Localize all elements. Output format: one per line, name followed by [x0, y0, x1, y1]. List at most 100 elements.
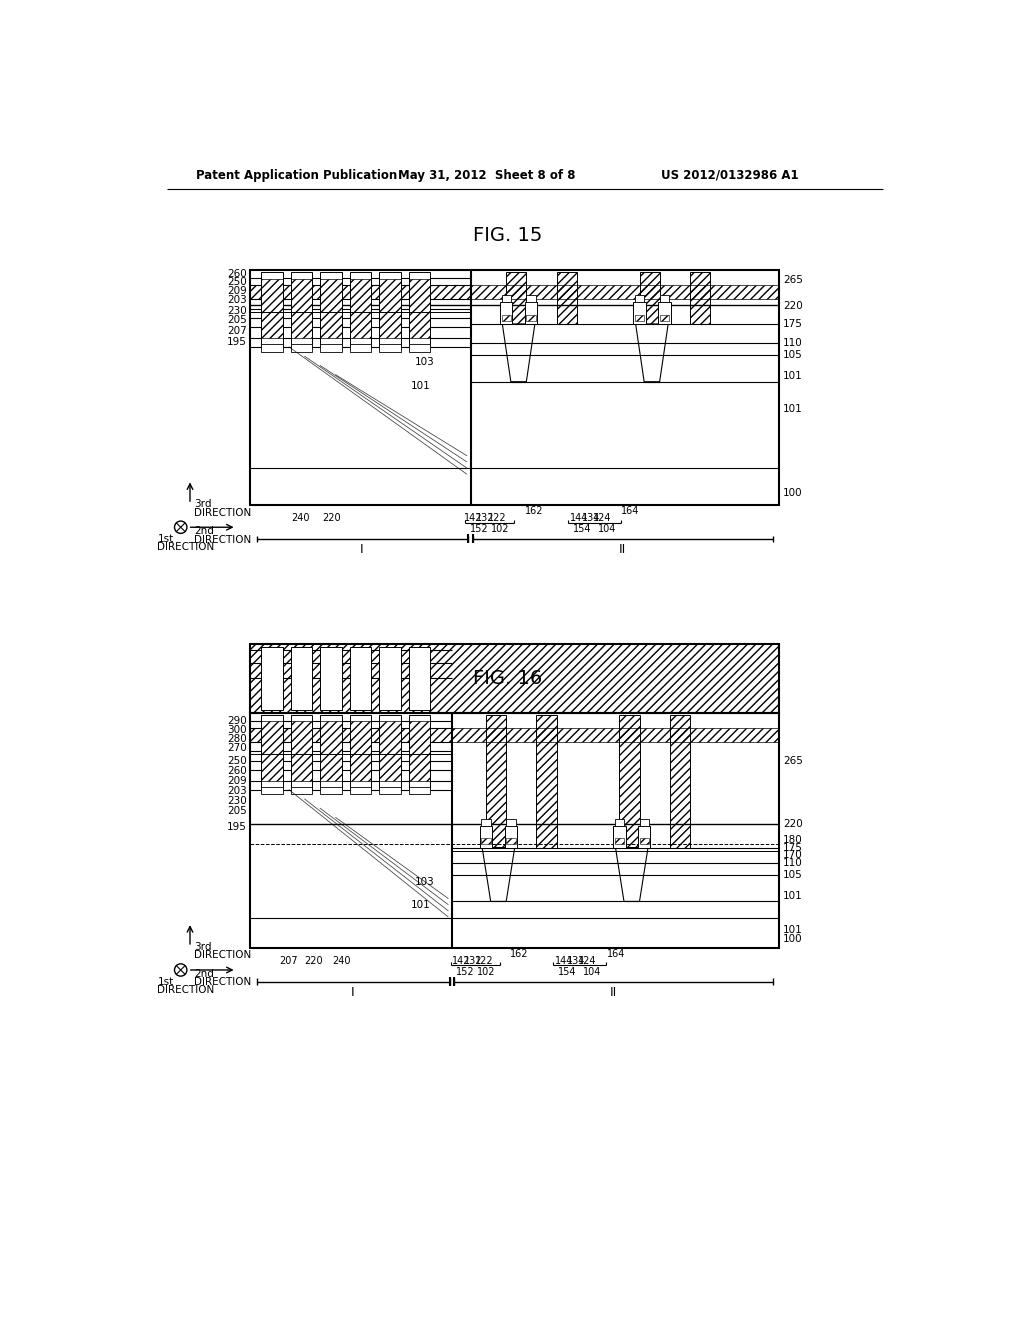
Text: 220: 220 [305, 956, 324, 966]
Bar [614, 818, 624, 826]
Bar [379, 721, 400, 780]
Text: 207: 207 [227, 326, 247, 335]
Text: 100: 100 [783, 935, 803, 944]
Bar [670, 715, 690, 847]
Text: 230: 230 [227, 306, 247, 315]
Bar [409, 787, 430, 795]
Text: 290: 290 [227, 715, 247, 726]
Text: I: I [360, 543, 364, 556]
Bar [480, 826, 493, 847]
Text: 3rd: 3rd [194, 942, 211, 952]
Bar [524, 302, 538, 323]
Bar [321, 715, 342, 789]
Text: 100: 100 [783, 487, 803, 498]
Text: 101: 101 [411, 900, 430, 911]
Text: 110: 110 [783, 858, 803, 869]
Bar [349, 345, 372, 351]
Text: 144: 144 [570, 513, 588, 523]
Bar [349, 272, 372, 347]
Bar [321, 345, 342, 351]
Bar [409, 272, 430, 347]
Bar [526, 296, 536, 302]
Bar [251, 285, 471, 300]
Bar [613, 826, 626, 847]
Bar [291, 345, 312, 351]
Bar [659, 314, 669, 321]
Text: 162: 162 [510, 949, 528, 958]
Text: 270: 270 [227, 743, 247, 754]
Text: May 31, 2012  Sheet 8 of 8: May 31, 2012 Sheet 8 of 8 [397, 169, 575, 182]
Text: 101: 101 [411, 380, 430, 391]
Bar [349, 721, 372, 780]
Bar [261, 647, 283, 710]
Text: 154: 154 [572, 524, 592, 533]
Text: 300: 300 [227, 725, 247, 735]
Text: 1st: 1st [158, 977, 174, 986]
Bar [261, 272, 283, 347]
Bar [409, 721, 430, 780]
Text: 122: 122 [487, 513, 506, 523]
Bar [261, 721, 283, 780]
Bar [291, 721, 312, 780]
Text: Patent Application Publication: Patent Application Publication [197, 169, 397, 182]
Text: 209: 209 [227, 776, 247, 785]
Bar [614, 838, 624, 845]
Bar [379, 345, 400, 351]
Bar [452, 729, 779, 742]
Bar [471, 285, 779, 300]
Bar [261, 715, 283, 789]
Text: 103: 103 [415, 358, 434, 367]
Text: 205: 205 [227, 315, 247, 325]
Bar [635, 314, 644, 321]
Bar [291, 715, 312, 789]
Bar [481, 818, 490, 826]
Bar [251, 713, 779, 948]
Bar [640, 818, 649, 826]
Bar [321, 721, 342, 780]
Text: DIRECTION: DIRECTION [194, 535, 251, 545]
Bar [291, 647, 312, 710]
Bar [633, 302, 646, 323]
Text: DIRECTION: DIRECTION [194, 508, 251, 517]
Bar [658, 302, 671, 323]
Bar [481, 838, 490, 845]
Text: 220: 220 [783, 820, 803, 829]
Text: 105: 105 [783, 350, 803, 360]
Bar [321, 647, 342, 710]
Text: 260: 260 [227, 766, 247, 776]
Text: 132: 132 [476, 513, 495, 523]
Bar [251, 271, 779, 506]
Text: DIRECTION: DIRECTION [158, 985, 215, 995]
Text: 209: 209 [227, 286, 247, 296]
Text: 102: 102 [490, 524, 509, 533]
Text: 260: 260 [227, 269, 247, 279]
Text: 132: 132 [464, 956, 482, 966]
Bar [349, 787, 372, 795]
Text: 203: 203 [227, 787, 247, 796]
Bar [506, 272, 526, 323]
Text: 265: 265 [783, 756, 803, 767]
Text: 102: 102 [477, 966, 496, 977]
Text: 230: 230 [227, 796, 247, 807]
Text: DIRECTION: DIRECTION [194, 977, 251, 987]
Bar [409, 715, 430, 789]
Text: 1st: 1st [158, 533, 174, 544]
Text: 101: 101 [783, 925, 803, 935]
Bar [502, 296, 511, 302]
Bar [321, 272, 342, 347]
Bar [321, 787, 342, 795]
Bar [690, 272, 710, 323]
Bar [321, 279, 342, 338]
Bar [349, 715, 372, 789]
Text: 250: 250 [227, 755, 247, 766]
Bar [291, 279, 312, 338]
Text: 205: 205 [227, 807, 247, 816]
Text: 175: 175 [783, 319, 803, 329]
Text: 3rd: 3rd [194, 499, 211, 510]
Bar [261, 345, 283, 351]
Text: 104: 104 [598, 524, 616, 533]
Text: II: II [609, 986, 616, 999]
Text: DIRECTION: DIRECTION [158, 543, 215, 552]
Text: 240: 240 [333, 956, 351, 966]
Bar [409, 279, 430, 338]
